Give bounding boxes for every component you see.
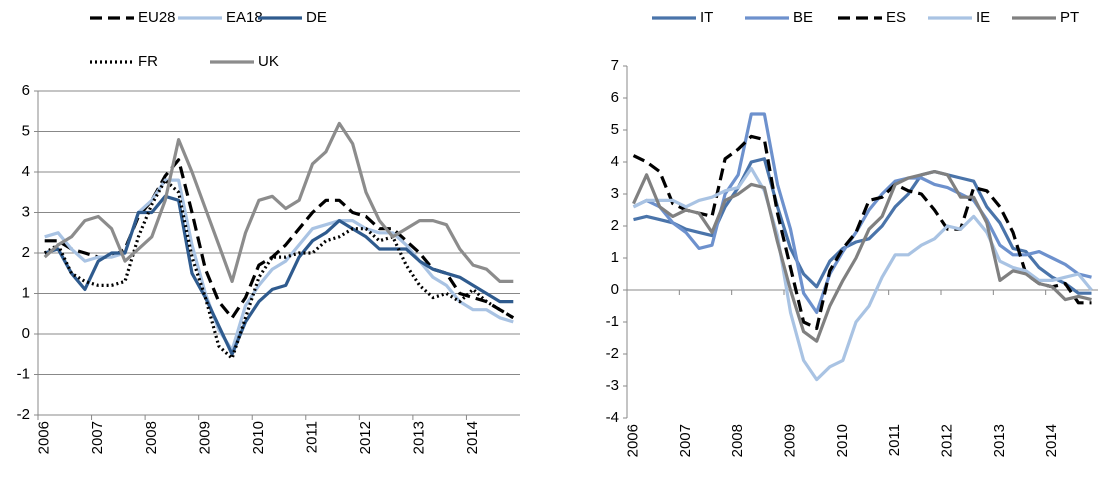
y-tick-label: 6 [22, 82, 30, 99]
legend-label: ES [886, 9, 906, 26]
legend-label: EA18 [226, 9, 263, 26]
legend-label: IT [700, 9, 713, 26]
y-tick-label: 4 [22, 163, 30, 180]
x-tick-label: 2007 [677, 424, 694, 457]
y-tick-label: 2 [22, 244, 30, 261]
y-tick-label: -2 [17, 406, 30, 423]
x-tick-label: 2006 [36, 421, 53, 454]
x-tick-label: 2008 [143, 421, 160, 454]
y-tick-label: 6 [611, 89, 619, 106]
x-tick-label: 2008 [729, 424, 746, 457]
y-tick-label: 5 [611, 121, 619, 138]
y-tick-label: -3 [606, 377, 619, 394]
x-tick-label: 2014 [1043, 424, 1060, 457]
y-tick-label: -1 [606, 313, 619, 330]
x-tick-label: 2011 [886, 424, 903, 456]
series-line [632, 112, 1092, 314]
series-line [44, 178, 514, 352]
legend-label: EU28 [138, 9, 176, 26]
y-tick-label: -1 [17, 365, 30, 382]
x-tick-label: 2013 [411, 421, 428, 454]
y-tick-label: 1 [611, 249, 619, 266]
x-tick-label: 2010 [250, 421, 267, 454]
series-line [43, 121, 514, 283]
y-tick-label: 7 [611, 57, 619, 74]
y-tick-label: 5 [22, 122, 30, 139]
x-tick-label: 2013 [991, 424, 1008, 457]
legend-label: IE [976, 9, 990, 26]
legend-label: FR [138, 53, 158, 70]
y-tick-label: -4 [606, 409, 619, 426]
x-tick-label: 2009 [782, 424, 799, 457]
legend-label: BE [793, 9, 813, 26]
x-tick-label: 2007 [89, 421, 106, 454]
x-tick-label: 2006 [625, 424, 642, 457]
legend-label: DE [306, 9, 327, 26]
x-tick-label: 2010 [834, 424, 851, 457]
y-tick-label: 2 [611, 217, 619, 234]
x-tick-label: 2012 [357, 421, 374, 454]
y-tick-label: 3 [22, 203, 30, 220]
y-tick-label: 3 [611, 185, 619, 202]
x-tick-label: 2014 [464, 421, 481, 454]
legend-label: UK [258, 53, 279, 70]
series-line [44, 194, 514, 356]
y-tick-label: 1 [22, 284, 30, 301]
x-tick-label: 2011 [303, 421, 320, 453]
series-line [632, 170, 1092, 343]
y-tick-label: 0 [611, 281, 619, 298]
series-line [43, 178, 515, 360]
series-line [632, 166, 1093, 382]
legend-label: PT [1060, 9, 1079, 26]
y-tick-label: 0 [22, 325, 30, 342]
x-tick-label: 2009 [196, 421, 213, 454]
y-tick-label: 4 [611, 153, 619, 170]
x-tick-label: 2012 [939, 424, 956, 457]
y-tick-label: -2 [606, 345, 619, 362]
